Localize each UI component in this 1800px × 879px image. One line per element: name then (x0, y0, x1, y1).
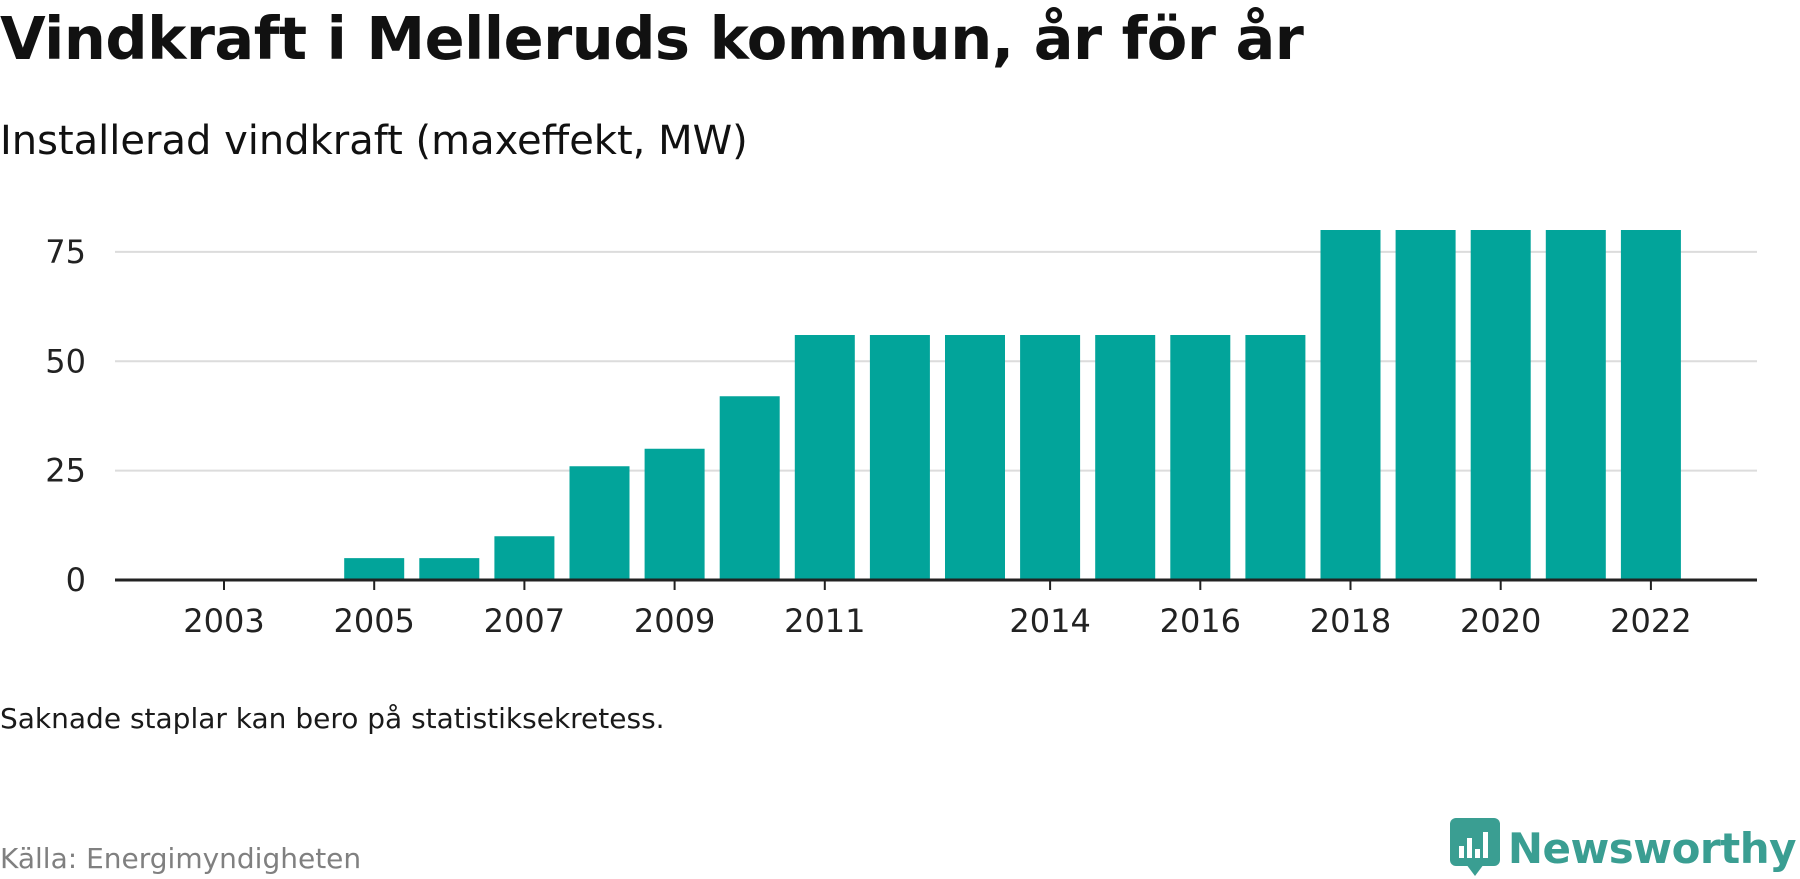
bar-2020 (1470, 230, 1531, 580)
y-tick-label: 0 (66, 561, 86, 599)
x-tick-label: 2003 (183, 602, 264, 640)
chart-title: Vindkraft i Melleruds kommun, år för år (0, 4, 1304, 73)
bar-2005 (344, 558, 405, 580)
bar-2012 (869, 335, 930, 580)
bar-2007 (494, 536, 555, 580)
source-note: Källa: Energimyndigheten (0, 842, 362, 875)
chart-subtitle: Installerad vindkraft (maxeffekt, MW) (0, 118, 748, 164)
y-axis-ticks: 0 25 50 75 (45, 233, 86, 599)
bar-2008 (569, 466, 630, 580)
bar-2009 (644, 448, 705, 580)
bar-2016 (1170, 335, 1231, 580)
footnote: Saknade staplar kan bero på statistiksek… (0, 702, 665, 735)
bar-2014 (1020, 335, 1081, 580)
bar-chart: 0 25 50 75 2003 2005 2007 2009 2011 2014 2016 2018… (45, 230, 1757, 640)
x-tick-label: 2011 (784, 602, 865, 640)
brand-name: Newsworthy (1507, 823, 1797, 873)
y-tick-label: 75 (45, 233, 86, 271)
newsworthy-logo-icon (1449, 818, 1500, 876)
x-tick-label: 2016 (1160, 602, 1241, 640)
bar-2013 (945, 335, 1005, 580)
y-tick-label: 50 (45, 342, 86, 380)
x-tick-label: 2018 (1310, 602, 1391, 640)
bar-2015 (1095, 335, 1156, 580)
bar-2017 (1245, 335, 1306, 580)
bar-2006 (419, 558, 480, 580)
y-tick-label: 25 (45, 452, 86, 490)
brand-logo: Newsworthy (1449, 818, 1797, 878)
x-tick-label: 2022 (1610, 602, 1691, 640)
x-tick-label: 2014 (1009, 602, 1090, 640)
x-tick-label: 2005 (333, 602, 414, 640)
x-tick-label: 2009 (634, 602, 715, 640)
bar-2022 (1620, 230, 1681, 580)
bar-2011 (794, 335, 855, 580)
bar-2021 (1545, 230, 1606, 580)
x-tick-label: 2020 (1460, 602, 1541, 640)
bar-2010 (719, 396, 780, 580)
bar-2019 (1395, 230, 1456, 580)
x-axis-ticks: 2003 2005 2007 2009 2011 2014 2016 2018 2020 2022 (183, 580, 1692, 640)
bar-2018 (1320, 230, 1381, 580)
bars (344, 230, 1681, 580)
x-tick-label: 2007 (484, 602, 565, 640)
